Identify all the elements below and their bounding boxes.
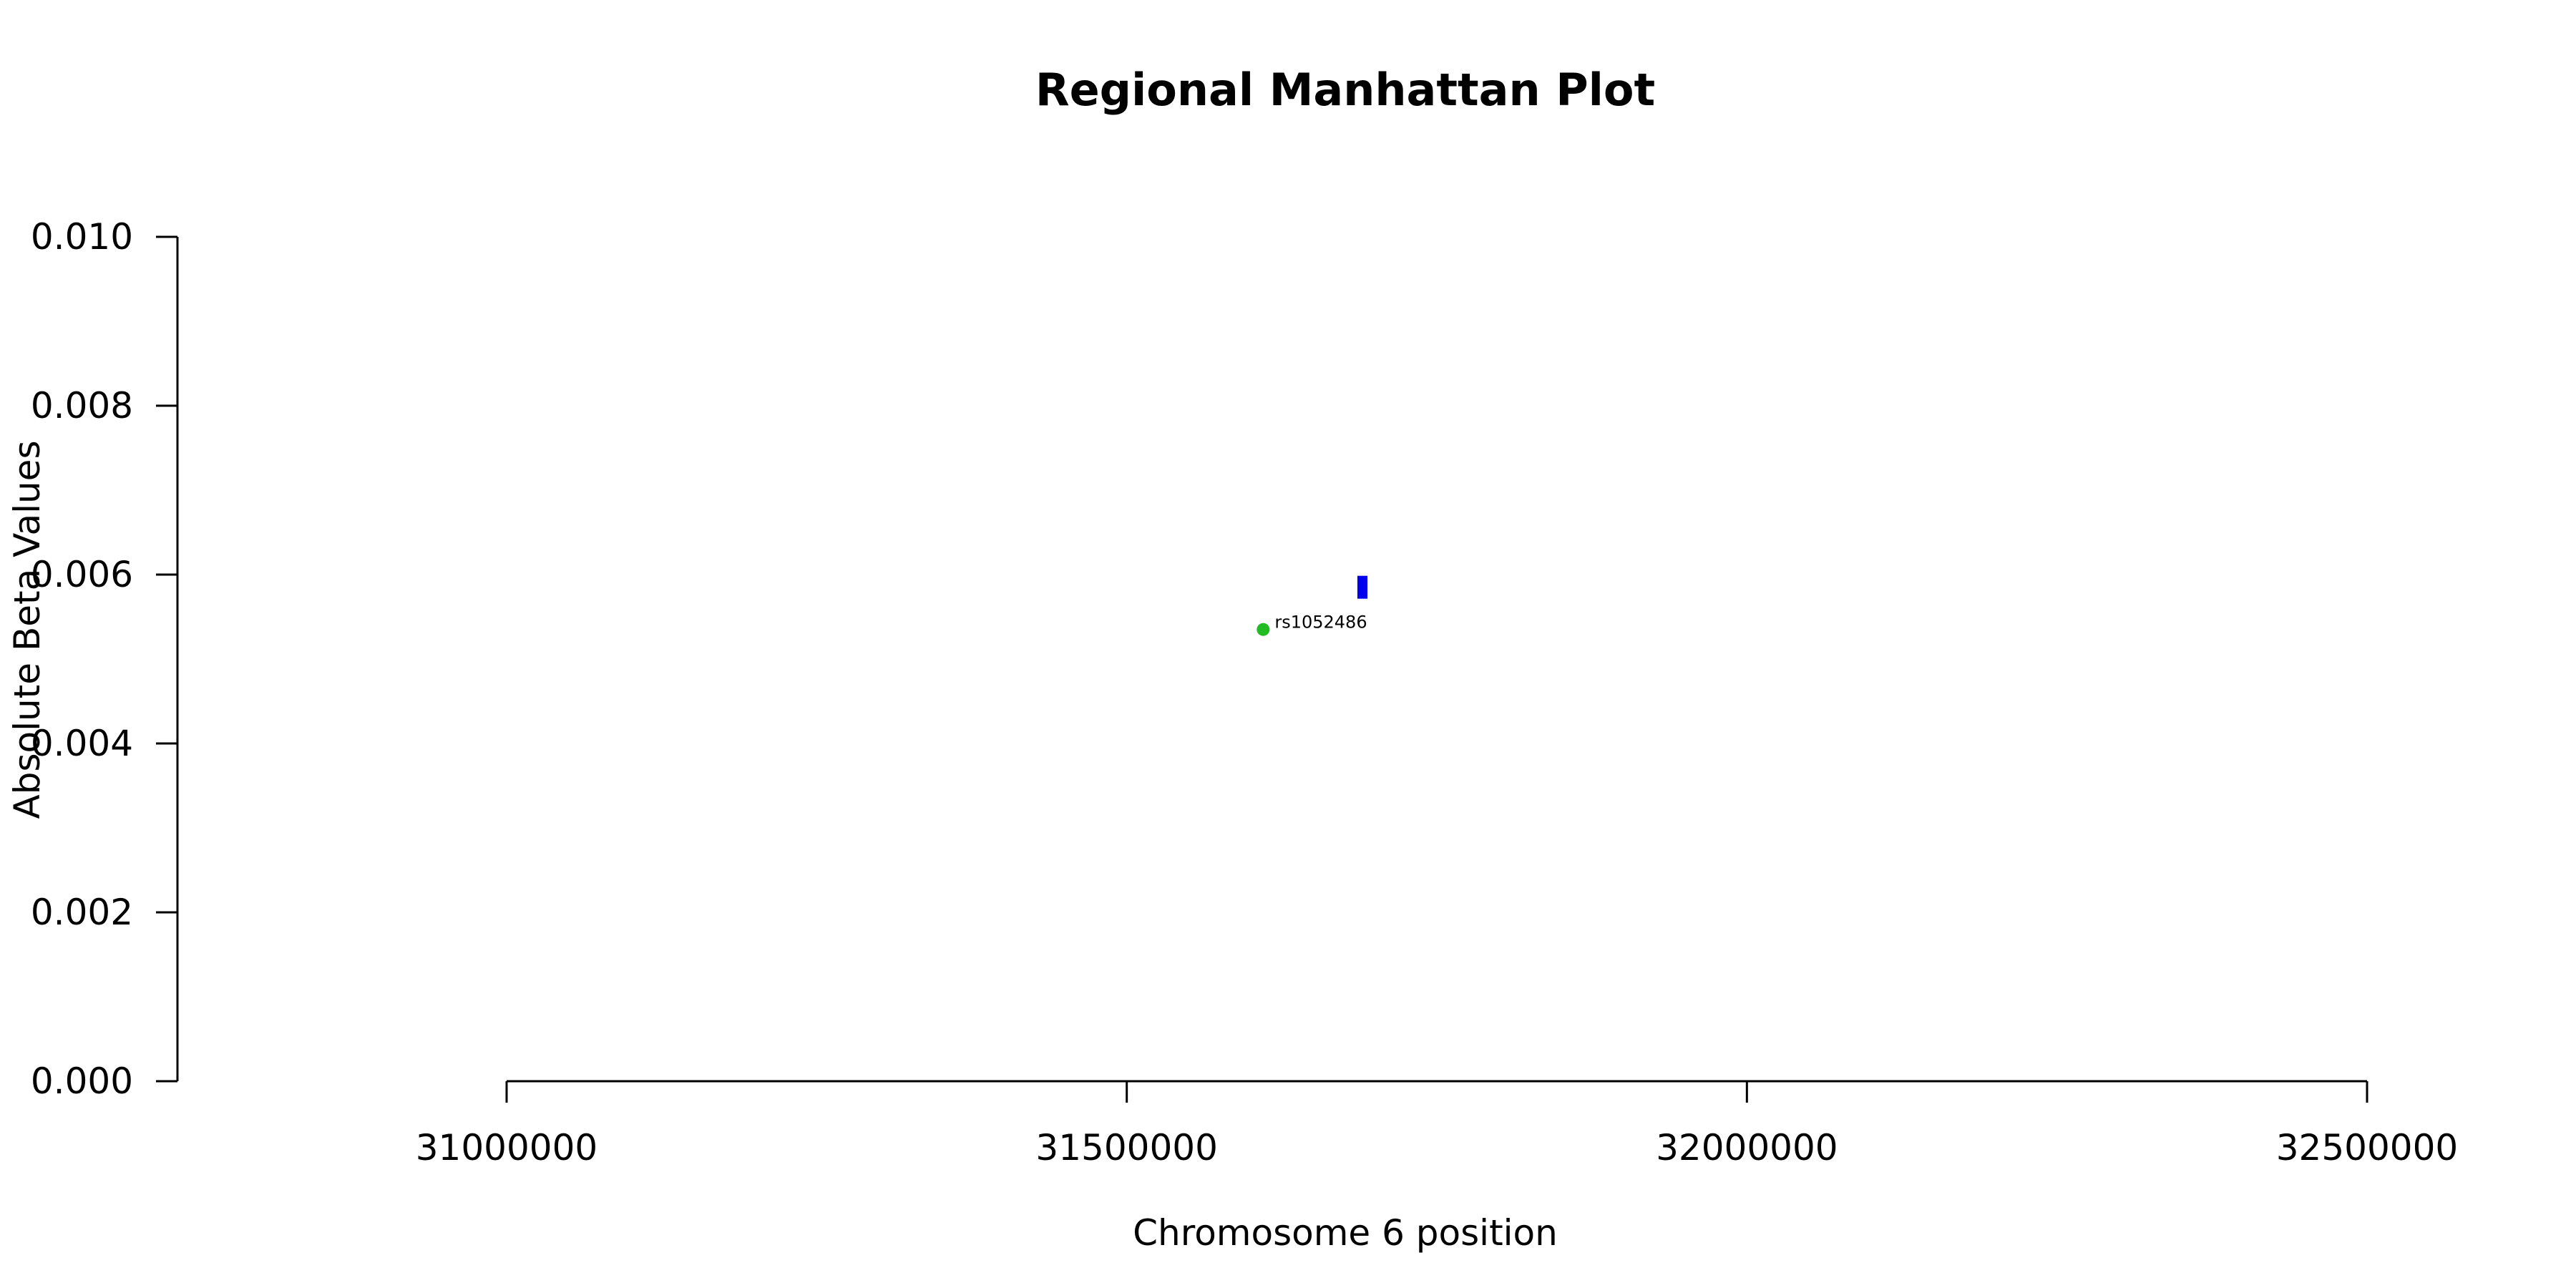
- chart-title: Regional Manhattan Plot: [1035, 64, 1655, 116]
- point-label: rs1052486: [1274, 613, 1367, 633]
- y-tick-label: 0.004: [31, 723, 133, 764]
- y-tick-label: 0.006: [31, 554, 133, 595]
- x-axis-ticks: 31000000 31500000 32000000 32500000: [416, 1081, 2459, 1169]
- y-tick-label: 0.002: [31, 892, 133, 933]
- y-tick-label: 0.008: [31, 385, 133, 426]
- y-axis-ticks: 0.000 0.002 0.004 0.006 0.008 0.010: [31, 216, 177, 1102]
- y-tick-label: 0.010: [31, 216, 133, 258]
- x-tick-label: 32000000: [1656, 1127, 1838, 1169]
- y-tick-label: 0.000: [31, 1060, 133, 1102]
- x-tick-label: 32500000: [2276, 1127, 2459, 1169]
- data-points: rs1052486: [1257, 575, 1367, 636]
- data-point-circle: [1257, 623, 1270, 636]
- x-axis-label: Chromosome 6 position: [1133, 1212, 1558, 1254]
- x-tick-label: 31000000: [416, 1127, 598, 1169]
- data-point-square: [1357, 575, 1367, 599]
- y-axis-label: Absolute Beta Values: [6, 441, 48, 819]
- x-tick-label: 31500000: [1035, 1127, 1218, 1169]
